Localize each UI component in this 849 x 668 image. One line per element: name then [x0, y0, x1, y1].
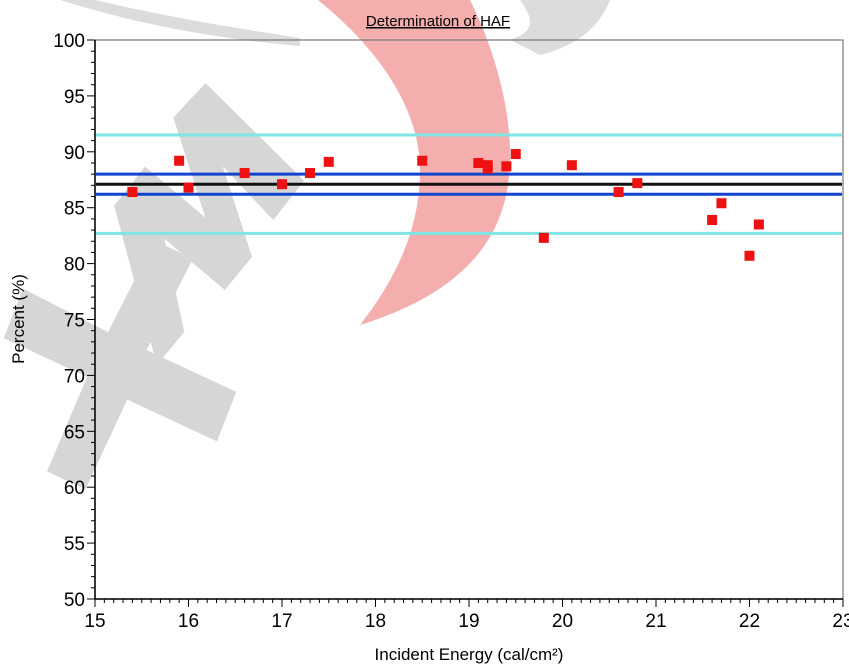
data-point: [417, 155, 428, 166]
data-point: [632, 178, 643, 189]
reference-lines: [96, 133, 842, 235]
watermark-swoosh-grey-right: [510, 0, 610, 55]
chart-title: Determination of HAF: [366, 13, 510, 30]
watermark-ribbon-red: [318, 0, 511, 325]
data-point: [277, 179, 287, 190]
data-point: [707, 214, 718, 225]
x-tick-label: 16: [178, 611, 199, 632]
data-point: [538, 232, 549, 243]
data-point: [566, 160, 577, 171]
y-tick-label: 65: [64, 422, 85, 443]
data-point: [127, 187, 138, 198]
x-tick-label: 21: [645, 611, 666, 632]
data-point: [239, 168, 250, 179]
data-point: [753, 219, 764, 230]
data-point: [482, 163, 493, 174]
y-tick-label: 75: [64, 311, 85, 332]
y-tick-label: 90: [64, 143, 85, 164]
x-tick-label: 15: [84, 611, 105, 632]
axes: 50 55 60 65 70 75 80 85 90 95 100 15 16 17 18 19 20 21 22 2…: [53, 31, 849, 632]
data-point: [501, 161, 512, 172]
x-tick-label: 22: [739, 611, 760, 632]
y-tick-label: 55: [64, 534, 85, 555]
y-tick-label: 70: [64, 366, 85, 387]
x-tick-label: 18: [365, 611, 386, 632]
data-point: [305, 168, 316, 179]
x-axis-title: Incident Energy (cal/cm²): [375, 645, 564, 664]
data-point: [183, 182, 194, 193]
data-point: [473, 157, 484, 168]
y-axis-title: Percent (%): [9, 274, 28, 364]
data-points: [127, 149, 764, 261]
data-point: [174, 155, 185, 166]
data-point: [613, 187, 624, 198]
data-point: [323, 156, 334, 167]
y-tick-label: 100: [53, 31, 85, 52]
watermark-swoosh-grey: [60, 0, 300, 46]
y-tick-label: 60: [64, 478, 85, 499]
watermark-logo: [3, 0, 610, 490]
x-tick-label: 19: [458, 611, 479, 632]
y-tick-label: 50: [64, 590, 85, 611]
x-tick-label: 23: [832, 611, 849, 632]
x-tick-label: 20: [552, 611, 573, 632]
data-point: [744, 250, 755, 261]
watermark-letter-x: [3, 240, 237, 490]
x-tick-label: 17: [271, 611, 292, 632]
y-tick-label: 80: [64, 255, 85, 276]
data-point: [716, 198, 727, 209]
y-tick-label: 85: [64, 199, 85, 220]
y-tick-label: 95: [64, 87, 85, 108]
data-point: [510, 149, 521, 160]
watermark-letter-m: [114, 82, 305, 366]
